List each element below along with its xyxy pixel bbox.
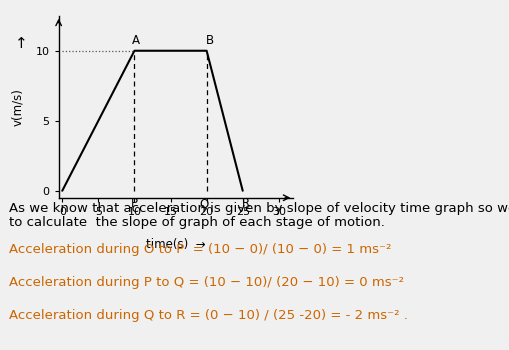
Text: Acceleration during Q to R = (0 − 10) / (25 -20) = - 2 ms⁻² .: Acceleration during Q to R = (0 − 10) / … [9, 309, 407, 322]
Text: time(s)  →: time(s) → [146, 238, 205, 251]
Text: As we know that acceleration is given by slope of velocity time graph so we have: As we know that acceleration is given by… [9, 202, 509, 215]
Text: v(m/s): v(m/s) [11, 88, 24, 126]
Text: ↑: ↑ [15, 36, 27, 50]
Text: Acceleration during O to P  = (10 − 0)/ (10 − 0) = 1 ms⁻²: Acceleration during O to P = (10 − 0)/ (… [9, 243, 391, 256]
Text: Acceleration during P to Q = (10 − 10)/ (20 − 10) = 0 ms⁻²: Acceleration during P to Q = (10 − 10)/ … [9, 276, 404, 289]
Text: to calculate  the slope of graph of each stage of motion.: to calculate the slope of graph of each … [9, 216, 384, 229]
Text: Q: Q [200, 197, 209, 210]
Text: R: R [242, 197, 250, 210]
Text: P: P [131, 197, 137, 210]
Text: B: B [206, 34, 214, 47]
Text: A: A [132, 34, 139, 47]
